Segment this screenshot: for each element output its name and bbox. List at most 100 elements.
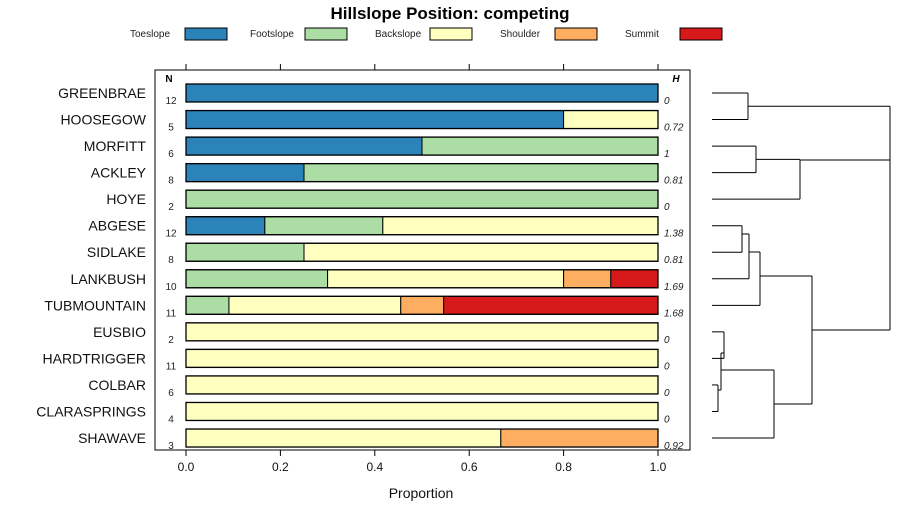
row-n-value: 8 — [168, 255, 174, 266]
bar-segment-backslope — [327, 269, 565, 289]
bar-segment-footslope — [185, 189, 659, 209]
row-label: COLBAR — [88, 377, 146, 393]
row-label: ACKLEY — [91, 165, 147, 181]
row-h-value: 1.69 — [664, 282, 684, 293]
bar-segment-footslope — [185, 242, 305, 262]
bar-outline — [185, 322, 659, 342]
bar-segment-backslope — [228, 295, 402, 315]
bar-segment-toeslope — [185, 110, 565, 130]
bar-segment-backslope — [563, 110, 659, 130]
x-tick-label: 0.2 — [272, 460, 289, 474]
bar-segment-backslope — [185, 375, 659, 395]
row-h-value: 0 — [664, 388, 670, 399]
bar-outline — [185, 295, 659, 315]
row-h-value: 1.38 — [664, 229, 684, 240]
row-n-value: 8 — [168, 176, 174, 187]
bar-segment-footslope — [185, 295, 230, 315]
x-tick-label: 0.0 — [178, 460, 195, 474]
row-label: SIDLAKE — [87, 244, 146, 260]
legend-label-footslope: Footslope — [250, 29, 294, 40]
row-label: TUBMOUNTAIN — [44, 297, 146, 313]
row-label: HOOSEGOW — [60, 112, 146, 128]
bar-segment-shoulder — [563, 269, 612, 289]
row-n-value: 10 — [165, 282, 177, 293]
row-n-value: 12 — [165, 96, 177, 107]
bar-segment-backslope — [185, 348, 659, 368]
row-n-value: 4 — [168, 414, 174, 425]
row-h-value: 0.72 — [664, 123, 684, 134]
row-label: LANKBUSH — [71, 271, 146, 287]
x-axis-title: Proportion — [389, 485, 454, 501]
row-n-value: 6 — [168, 149, 174, 160]
h-header: H — [672, 74, 680, 85]
bar-segment-backslope — [303, 242, 659, 262]
bar-outline — [185, 136, 659, 156]
x-tick-label: 1.0 — [650, 460, 667, 474]
row-h-value: 0 — [664, 414, 670, 425]
row-n-value: 2 — [168, 202, 174, 213]
row-n-value: 12 — [165, 229, 177, 240]
bar-segment-toeslope — [185, 216, 266, 236]
row-n-value: 5 — [168, 123, 174, 134]
row-h-value: 0.92 — [664, 441, 684, 452]
row-label: HARDTRIGGER — [43, 350, 146, 366]
row-label: HOYE — [106, 191, 146, 207]
bar-outline — [185, 83, 659, 103]
row-h-value: 0 — [664, 202, 670, 213]
row-label: GREENBRAE — [58, 85, 146, 101]
row-h-value: 1 — [664, 149, 670, 160]
row-n-value: 2 — [168, 335, 174, 346]
n-header: N — [165, 74, 172, 85]
x-tick-label: 0.4 — [366, 460, 383, 474]
bar-outline — [185, 348, 659, 369]
row-h-value: 0.81 — [664, 255, 683, 266]
bar-outline — [185, 109, 659, 130]
row-label: CLARASPRINGS — [36, 403, 146, 419]
bar-segment-shoulder — [500, 428, 659, 448]
bar-outline — [185, 401, 659, 422]
row-n-value: 3 — [168, 441, 174, 452]
bar-segment-summit — [610, 269, 659, 289]
legend-swatch-summit — [679, 27, 723, 41]
legend-swatch-shoulder — [554, 27, 598, 41]
bar-segment-footslope — [185, 269, 329, 289]
bar-segment-backslope — [185, 401, 659, 421]
bar-segment-shoulder — [400, 295, 445, 315]
row-n-value: 11 — [166, 308, 177, 319]
bar-outline — [185, 428, 659, 448]
row-h-value: 0 — [664, 335, 670, 346]
bar-outline — [185, 269, 659, 289]
bar-segment-footslope — [421, 136, 659, 156]
x-tick-label: 0.6 — [461, 460, 478, 474]
bar-segment-backslope — [185, 428, 502, 448]
row-n-value: 11 — [166, 361, 177, 372]
row-label: EUSBIO — [93, 324, 146, 340]
row-h-value: 0 — [664, 96, 670, 107]
row-label: MORFITT — [84, 138, 147, 154]
legend-swatch-toeslope — [184, 27, 228, 41]
bar-segment-toeslope — [185, 163, 305, 183]
bar-outline — [185, 162, 659, 183]
row-label: SHAWAVE — [78, 430, 146, 446]
legend-label-shoulder: Shoulder — [500, 29, 541, 40]
x-tick-label: 0.8 — [555, 460, 572, 474]
bar-segment-toeslope — [185, 83, 659, 103]
row-n-value: 6 — [168, 388, 174, 399]
legend-swatch-backslope — [429, 27, 473, 41]
row-label: ABGESE — [88, 218, 146, 234]
bar-outline — [185, 242, 659, 262]
legend: Toeslope Footslope Backslope Shoulder Summit — [130, 27, 723, 41]
row-h-value: 1.68 — [664, 308, 684, 319]
legend-swatch-footslope — [304, 27, 348, 41]
legend-label-backslope: Backslope — [375, 29, 422, 40]
bar-segment-backslope — [382, 216, 659, 236]
chart-title: Hillslope Position: competing — [331, 4, 570, 23]
bar-segment-summit — [443, 295, 659, 315]
plot-frame — [154, 69, 691, 451]
bar-segment-footslope — [264, 216, 384, 236]
bar-segment-toeslope — [185, 136, 423, 156]
dendrogram — [712, 92, 891, 439]
legend-label-toeslope: Toeslope — [130, 29, 170, 40]
